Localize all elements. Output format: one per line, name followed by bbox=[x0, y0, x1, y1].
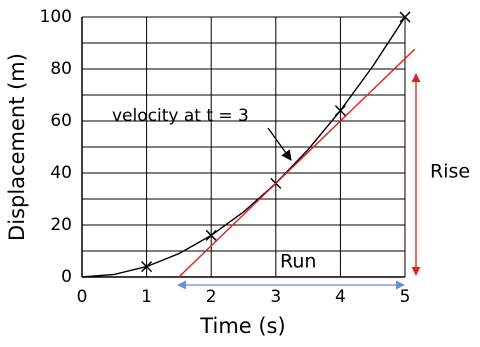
data-line bbox=[178, 48, 416, 278]
x-tick-label: 5 bbox=[400, 287, 411, 307]
data-marker bbox=[399, 11, 411, 23]
y-tick-label: 80 bbox=[50, 59, 72, 79]
data-line bbox=[81, 16, 406, 278]
annotation: Run bbox=[280, 251, 316, 273]
annotation-arrow bbox=[267, 127, 292, 161]
y-tick-label: 0 bbox=[61, 267, 72, 287]
x-tick-label: 0 bbox=[77, 287, 88, 307]
x-axis-label: Time (s) bbox=[199, 314, 285, 338]
marker-stroke bbox=[141, 261, 153, 273]
marker-stroke bbox=[205, 229, 217, 241]
annotation: velocity at t = 3 bbox=[112, 106, 249, 126]
y-tick-label: 40 bbox=[50, 163, 72, 183]
x-tick-label: 4 bbox=[335, 287, 346, 307]
y-tick-label: 20 bbox=[50, 215, 72, 235]
x-tick-label: 2 bbox=[206, 287, 217, 307]
data-marker bbox=[205, 229, 217, 241]
annotation: Rise bbox=[430, 161, 470, 183]
data-marker bbox=[141, 261, 153, 273]
y-tick-label: 60 bbox=[50, 111, 72, 131]
y-tick-label: 100 bbox=[40, 7, 72, 27]
data-marker bbox=[334, 105, 346, 117]
x-tick-label: 1 bbox=[141, 287, 152, 307]
marker-stroke bbox=[334, 105, 346, 117]
marker-stroke bbox=[399, 11, 411, 23]
x-tick-label: 3 bbox=[270, 287, 281, 307]
y-axis-label: Displacement (m) bbox=[5, 53, 29, 241]
